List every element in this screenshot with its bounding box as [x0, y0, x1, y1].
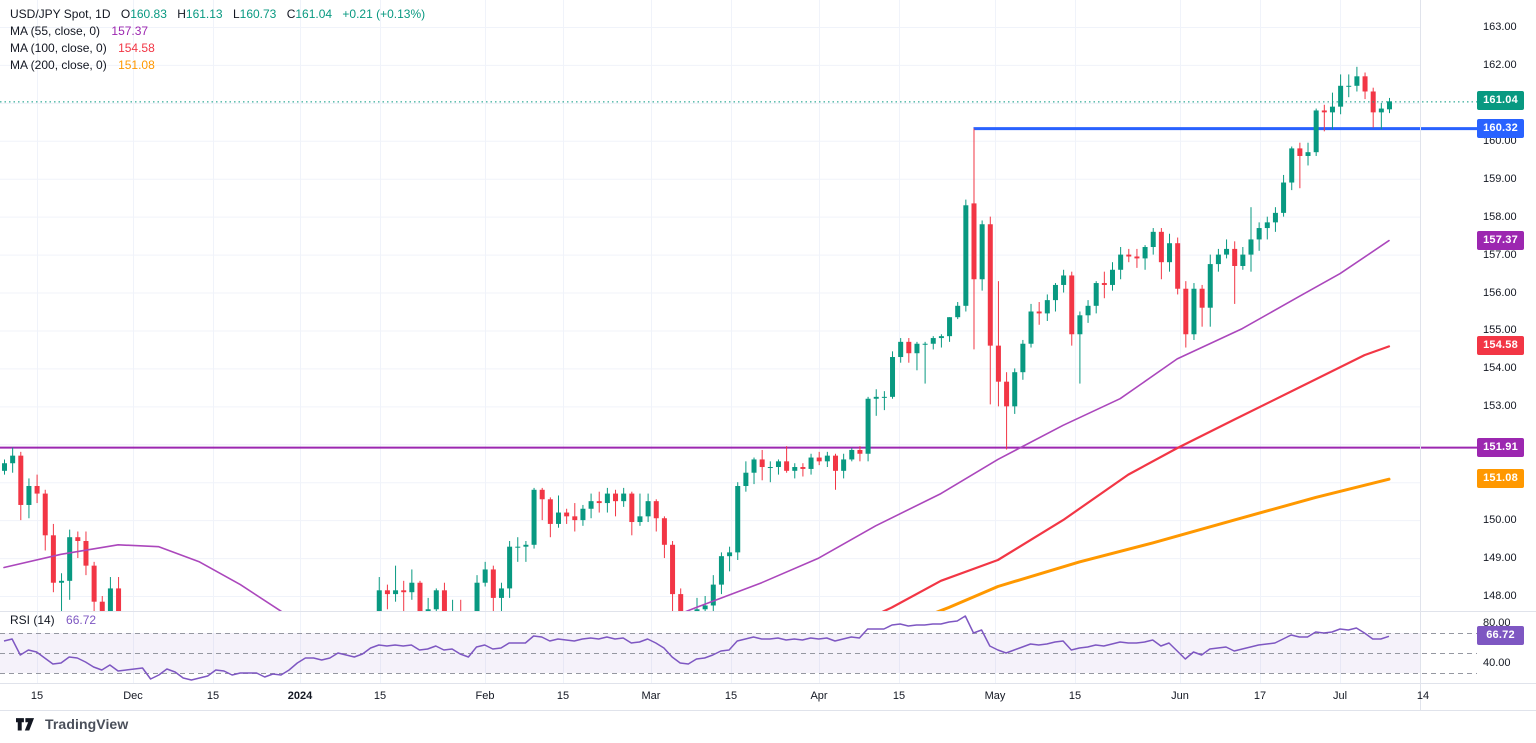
rsi-legend-row[interactable]: RSI (14) 66.72: [10, 612, 96, 628]
ma55-value: 157.37: [111, 24, 149, 38]
legend: USD/JPY Spot, 1D O160.83 H161.13 L160.73…: [10, 6, 425, 74]
low-label: L: [232, 7, 240, 21]
rsi-line[interactable]: [3, 615, 1390, 681]
candles-layer[interactable]: [2, 66, 1392, 743]
open-value: 160.83: [130, 7, 167, 21]
tradingview-brand-text: TradingView: [45, 716, 129, 732]
rsi-value: 66.72: [66, 613, 97, 627]
close-label: C: [286, 7, 296, 21]
ma100-legend-row[interactable]: MA (100, close, 0) 154.58: [10, 40, 425, 57]
ma200-legend-row[interactable]: MA (200, close, 0) 151.08: [10, 57, 425, 74]
tradingview-watermark[interactable]: TradingView: [16, 716, 128, 732]
symbol-title: USD/JPY Spot, 1D: [10, 7, 111, 21]
ma200-value: 151.08: [118, 58, 155, 72]
ma55-legend-row[interactable]: MA (55, close, 0) 157.37: [10, 23, 425, 40]
ma55-label: MA (55, close, 0): [10, 24, 101, 38]
change-value: +0.21 (+0.13%): [342, 7, 426, 21]
close-value: 161.04: [295, 7, 333, 21]
rsi-band: [0, 633, 1477, 674]
ma-55-line[interactable]: [3, 239, 1390, 680]
tradingview-logo-icon: [16, 717, 35, 730]
ma100-label: MA (100, close, 0): [10, 41, 107, 55]
low-value: 160.73: [239, 7, 277, 21]
open-label: O: [120, 7, 131, 21]
ma100-value: 154.58: [118, 41, 155, 55]
ma200-label: MA (200, close, 0): [10, 58, 107, 72]
symbol-legend-row[interactable]: USD/JPY Spot, 1D O160.83 H161.13 L160.73…: [10, 6, 425, 23]
high-label: H: [177, 7, 186, 21]
high-value: 161.13: [185, 7, 223, 21]
ma-200-line[interactable]: [900, 477, 1391, 626]
ma-100-line[interactable]: [819, 345, 1391, 641]
rsi-label: RSI (14): [10, 613, 55, 627]
